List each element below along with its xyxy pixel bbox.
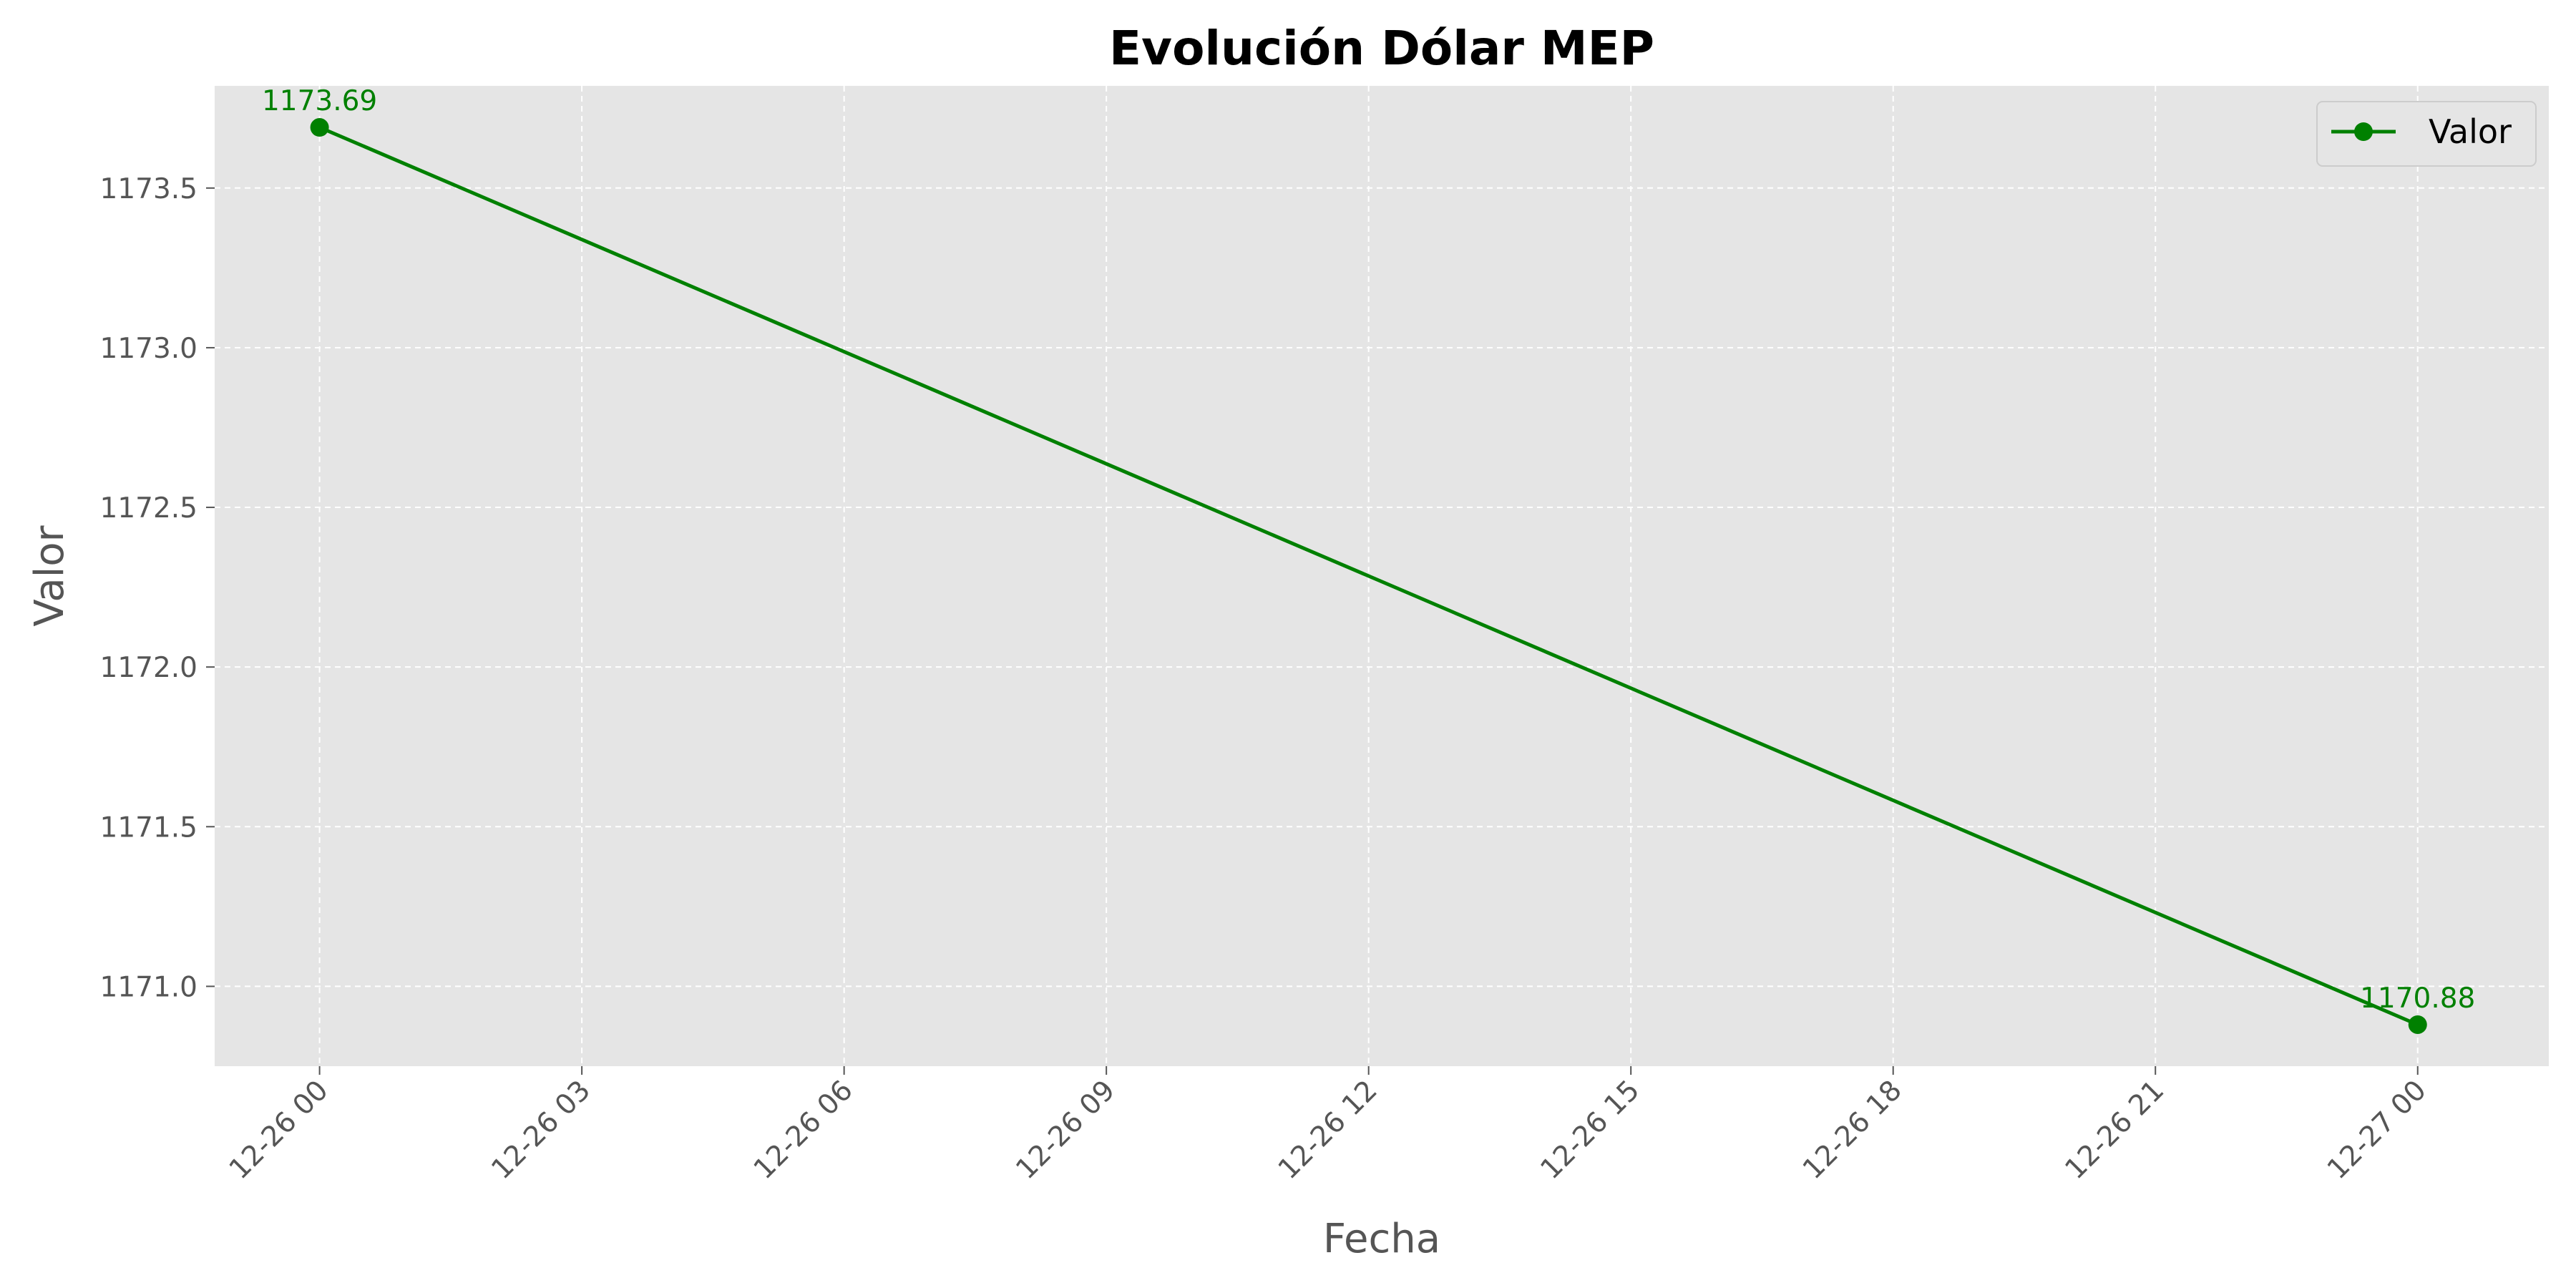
x-tick-label: 12-26 18 xyxy=(1797,1074,1908,1186)
y-tick-label: 1171.0 xyxy=(100,971,197,1003)
series-line xyxy=(318,125,2419,1027)
x-tick-label: 12-26 00 xyxy=(223,1074,335,1186)
data-point xyxy=(2408,1015,2427,1034)
data-point xyxy=(310,118,329,137)
x-tick-label: 12-26 03 xyxy=(485,1074,597,1186)
y-tick-label: 1172.0 xyxy=(100,652,197,684)
legend-marker-icon xyxy=(2354,122,2373,141)
x-tick-label: 12-26 09 xyxy=(1010,1074,1121,1186)
grid xyxy=(215,86,2549,1066)
y-tick-label: 1172.5 xyxy=(100,492,197,525)
x-tick-label: 12-26 15 xyxy=(1534,1074,1646,1186)
x-tick-label: 12-26 12 xyxy=(1272,1074,1384,1186)
x-tick-label: 12-27 00 xyxy=(2321,1074,2433,1186)
y-tick-label: 1171.5 xyxy=(100,811,197,844)
legend-box xyxy=(2316,101,2537,167)
legend: Valor xyxy=(2316,101,2537,167)
data-label: 1173.69 xyxy=(262,85,377,117)
y-tick-label: 1173.0 xyxy=(100,333,197,365)
x-tick-label: 12-26 06 xyxy=(748,1074,859,1186)
data-label: 1170.88 xyxy=(2360,982,2475,1015)
y-tick-label: 1173.5 xyxy=(100,173,197,205)
legend-label: Valor xyxy=(2429,112,2512,151)
x-axis-ticks: 12-26 00 12-26 03 12-26 06 12-26 09 12-26 12… xyxy=(223,1066,2433,1186)
data-labels: 1173.69 1170.88 xyxy=(262,85,2475,1015)
x-tick-label: 12-26 21 xyxy=(2059,1074,2170,1186)
x-axis-label: Fecha xyxy=(1323,1216,1440,1262)
chart-title: Evolución Dólar MEP xyxy=(1109,21,1654,76)
y-axis-label: Valor xyxy=(26,525,73,626)
series xyxy=(310,118,2427,1034)
y-axis-ticks: 1171.0 1171.5 1172.0 1172.5 1173.0 1173.5 xyxy=(100,173,215,1003)
